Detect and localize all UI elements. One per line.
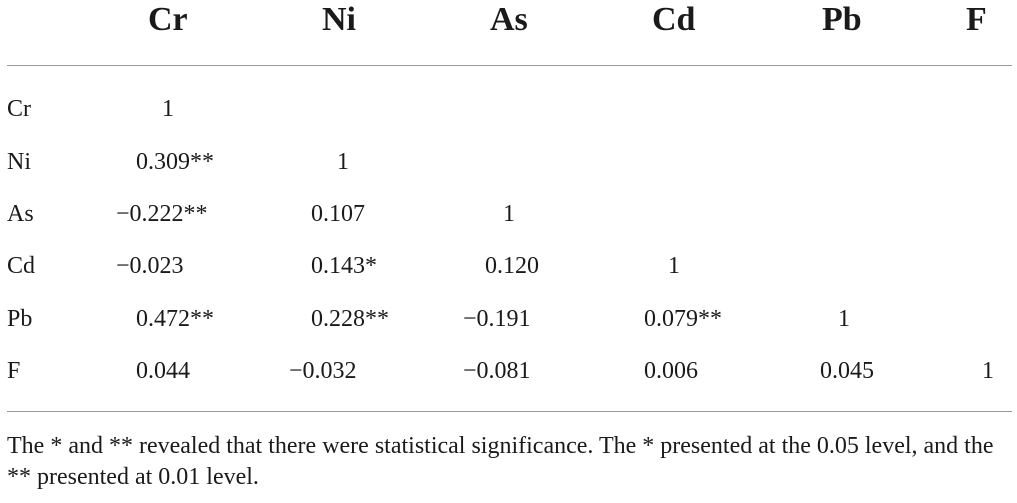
table-cell: 1 — [838, 306, 850, 332]
table-cell: 0.120 — [485, 253, 539, 279]
table-cell: 0.107 — [311, 201, 365, 227]
table-cell: 1 — [982, 358, 994, 384]
table-cell: 1 — [668, 253, 680, 279]
row-label: Cr — [7, 96, 31, 122]
column-header-ni: Ni — [322, 1, 356, 38]
row-label: Pb — [7, 306, 33, 332]
table-cell: 0.143* — [311, 253, 377, 279]
header-rule — [7, 65, 1012, 66]
row-label: Cd — [7, 253, 36, 279]
table-cell: 0.472** — [136, 306, 214, 332]
table-cell: 0.044 — [136, 358, 190, 384]
row-label: Ni — [7, 149, 31, 175]
table-cell: 0.079** — [644, 306, 722, 332]
table-cell: 0.045 — [820, 358, 874, 384]
bottom-rule — [7, 411, 1012, 412]
row-label: F — [7, 358, 21, 384]
table-cell: 0.006 — [644, 358, 698, 384]
table-cell: −0.032 — [289, 358, 357, 384]
table-cell: −0.191 — [463, 306, 531, 332]
table-cell: 1 — [503, 201, 515, 227]
table-cell: −0.222** — [116, 201, 208, 227]
table-cell: −0.081 — [463, 358, 531, 384]
table-footnote: The * and ** revealed that there were st… — [7, 433, 994, 490]
column-header-as: As — [490, 1, 528, 38]
table-cell: 1 — [337, 149, 349, 175]
column-header-f: F — [966, 1, 987, 38]
column-header-cd: Cd — [652, 1, 696, 38]
table-cell: 0.228** — [311, 306, 389, 332]
row-label: As — [7, 201, 34, 227]
table-cell: 0.309** — [136, 149, 214, 175]
column-header-pb: Pb — [822, 1, 862, 38]
column-header-cr: Cr — [148, 1, 188, 38]
table-cell: −0.023 — [116, 253, 184, 279]
table-cell: 1 — [162, 96, 174, 122]
